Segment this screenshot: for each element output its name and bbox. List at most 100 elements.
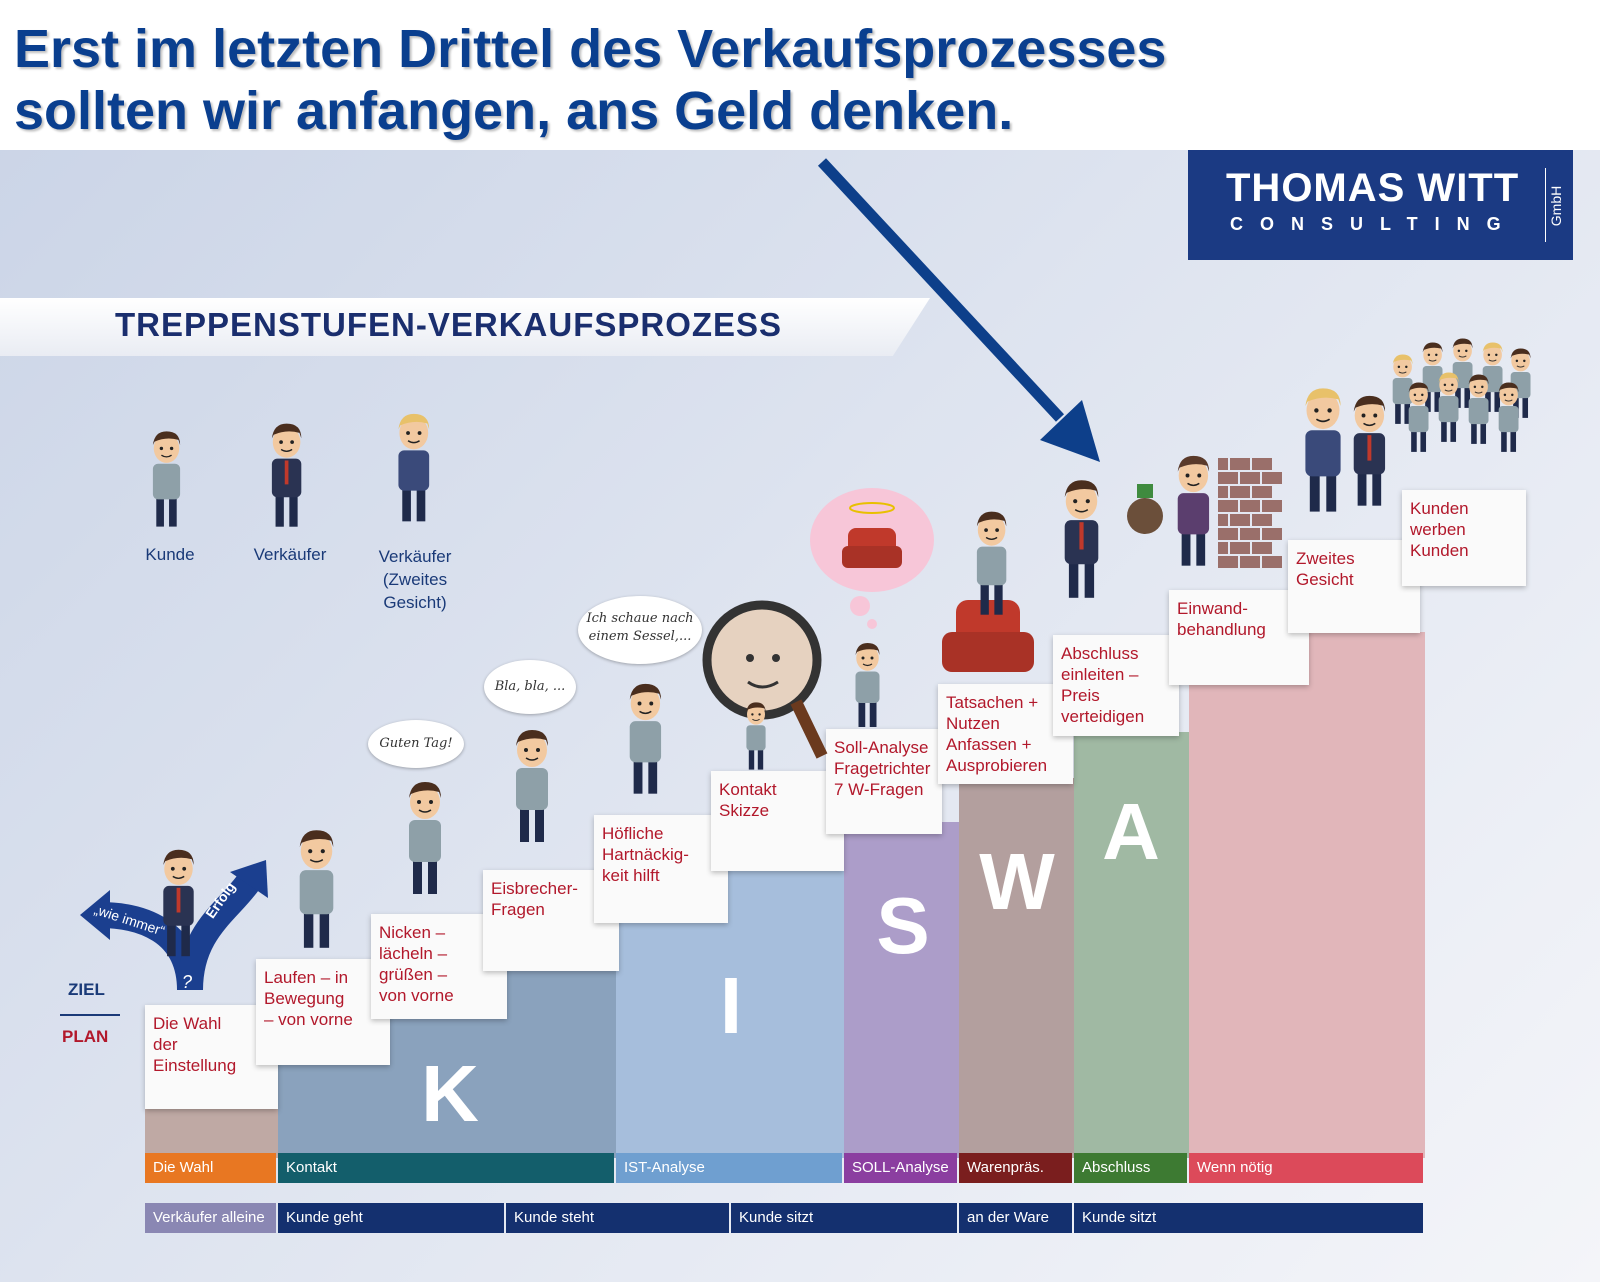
step-text-line: Höfliche bbox=[602, 824, 664, 843]
step-text-line: Hartnäckig- bbox=[602, 845, 689, 864]
legend-verkaeufer2-line-1: Verkäufer bbox=[378, 547, 452, 566]
step-text-line: 7 W-Fragen bbox=[834, 780, 924, 799]
second-face-person-1 bbox=[1305, 388, 1341, 512]
step-text-line: einleiten – bbox=[1061, 665, 1139, 684]
step-text-line: Nutzen bbox=[946, 714, 1000, 733]
step-text-line: Kunden bbox=[1410, 541, 1469, 560]
money-bag-icon bbox=[1127, 484, 1163, 534]
phase-segment: IST-Analyse bbox=[616, 1153, 842, 1183]
step-text-line: Preis bbox=[1061, 686, 1100, 705]
step-text-line: Die Wahl bbox=[153, 1014, 222, 1033]
position-segment: Kunde sitzt bbox=[1074, 1203, 1423, 1233]
column-wenn-noetig bbox=[1189, 632, 1425, 1158]
column-w bbox=[959, 778, 1074, 1158]
walking-person bbox=[299, 830, 334, 948]
icebreaker-person bbox=[516, 730, 548, 842]
crowd-person bbox=[1392, 354, 1413, 424]
diagram-title: TREPPENSTUFEN-VERKAUFSPROZESS bbox=[115, 306, 783, 343]
phase-segment: Wenn nötig bbox=[1189, 1153, 1423, 1183]
company-logo: THOMAS WITT CONSULTING GmbH bbox=[1188, 150, 1573, 260]
step-text-line: Eisbrecher- bbox=[491, 879, 578, 898]
crowd-person bbox=[1422, 342, 1443, 412]
soll-person bbox=[855, 643, 880, 727]
step-text-line: grüßen – bbox=[379, 965, 448, 984]
step-text-line: Kunden bbox=[1410, 499, 1469, 518]
crowd-person bbox=[1408, 382, 1429, 452]
step-text-line: lächeln – bbox=[379, 944, 448, 963]
logo-line-1: THOMAS WITT bbox=[1226, 166, 1520, 210]
step-text-line: werben bbox=[1410, 520, 1466, 539]
position-segment: Verkäufer alleine bbox=[145, 1203, 276, 1233]
step-text-line: Nicken – bbox=[379, 923, 446, 942]
column-s bbox=[844, 822, 959, 1158]
step-text-line: verteidigen bbox=[1061, 707, 1145, 726]
step-text-line: der bbox=[153, 1035, 178, 1054]
bubble-3-line-1: Ich schaue nach bbox=[586, 611, 694, 626]
phase-segment: Warenpräs. bbox=[959, 1153, 1072, 1183]
step-text-line: Laufen – in bbox=[264, 968, 349, 987]
headline: Erst im letzten Drittel des Verkaufsproz… bbox=[14, 18, 1166, 142]
step-box: Zweites Gesicht bbox=[1288, 540, 1420, 633]
second-face-person-2 bbox=[1353, 395, 1386, 506]
legend-verkaeufer2-line-3: Gesicht) bbox=[383, 593, 447, 612]
step-box: Laufen – in Bewegung – von vorne bbox=[256, 959, 390, 1065]
verkaeufer-figure bbox=[271, 423, 302, 527]
step-text-line: von vorne bbox=[379, 986, 454, 1005]
phase-segment: Abschluss bbox=[1074, 1153, 1187, 1183]
letter-a: A bbox=[1102, 787, 1160, 876]
letter-k: K bbox=[421, 1049, 479, 1138]
ziel-plan-divider bbox=[60, 1014, 120, 1016]
crowd-person bbox=[1452, 338, 1473, 408]
step-box: Einwand-behandlung bbox=[1169, 590, 1309, 685]
step-box: Soll-Analyse Fragetrichter 7 W-Fragen bbox=[826, 729, 942, 834]
crowd-person bbox=[1498, 382, 1519, 452]
step-text-line: keit hilft bbox=[602, 866, 660, 885]
decision-arrows bbox=[80, 860, 268, 991]
legend-kunde-label: Kunde bbox=[145, 545, 195, 564]
logo-line-2: CONSULTING bbox=[1230, 214, 1518, 234]
step-text-line: Anfassen + bbox=[946, 735, 1032, 754]
step-text-line: Tatsachen + bbox=[946, 693, 1039, 712]
thought-cloud-armchair bbox=[810, 488, 934, 629]
letter-i: I bbox=[719, 961, 743, 1050]
sitting-person bbox=[976, 511, 1007, 615]
step-text-line: Zweites bbox=[1296, 549, 1355, 568]
step-text-line: Kontakt bbox=[719, 780, 777, 799]
bubble-2-text: Bla, bla, ... bbox=[494, 679, 566, 694]
bubble-1-text: Guten Tag! bbox=[379, 736, 453, 751]
closing-person bbox=[1064, 480, 1099, 598]
step-text-line: – von vorne bbox=[264, 1010, 353, 1029]
step-box: Kontakt Skizze bbox=[711, 771, 844, 871]
letter-s: S bbox=[876, 881, 930, 970]
legend-verkaeufer2-label: Verkäufer (Zweites Gesicht) bbox=[360, 545, 470, 614]
phase-segment: Die Wahl bbox=[145, 1153, 276, 1183]
column-a bbox=[1074, 732, 1189, 1158]
step-text-line: Ausprobieren bbox=[946, 756, 1048, 775]
step-text-line: Bewegung bbox=[264, 989, 345, 1008]
step-text-line: Skizze bbox=[719, 801, 770, 820]
verkaeufer2-figure bbox=[398, 413, 430, 522]
step-text-line: Einstellung bbox=[153, 1056, 237, 1075]
kunde-figure bbox=[152, 431, 181, 527]
headline-line-2: sollten wir anfangen, ans Geld denken. bbox=[14, 81, 1014, 141]
armchair-icon bbox=[942, 600, 1034, 672]
speech-bubble-sessel: Ich schaue nach einem Sessel,... bbox=[578, 596, 702, 664]
position-segment: Kunde geht bbox=[278, 1203, 504, 1233]
title-ribbon bbox=[0, 298, 930, 356]
position-segment: Kunde steht bbox=[506, 1203, 729, 1233]
step-text-line: Abschluss bbox=[1061, 644, 1139, 663]
legend-verkaeufer2-line-2: (Zweites bbox=[382, 570, 448, 589]
position-segment: an der Ware bbox=[959, 1203, 1072, 1233]
bubble-3-line-2: einem Sessel,... bbox=[588, 629, 692, 644]
arrow-question: ? bbox=[182, 972, 193, 992]
nodding-person bbox=[409, 782, 441, 894]
polite-person bbox=[629, 683, 662, 794]
step-text-line: Einwand- bbox=[1177, 599, 1248, 618]
step-text-line: Soll-Analyse bbox=[834, 738, 929, 757]
step-box: Kunden werben Kunden bbox=[1402, 490, 1526, 586]
step-text-line: Fragetrichter bbox=[834, 759, 931, 778]
column-die-wahl bbox=[145, 1108, 278, 1158]
objection-person bbox=[1177, 455, 1210, 566]
speech-bubble-bla: Bla, bla, ... bbox=[484, 660, 576, 714]
